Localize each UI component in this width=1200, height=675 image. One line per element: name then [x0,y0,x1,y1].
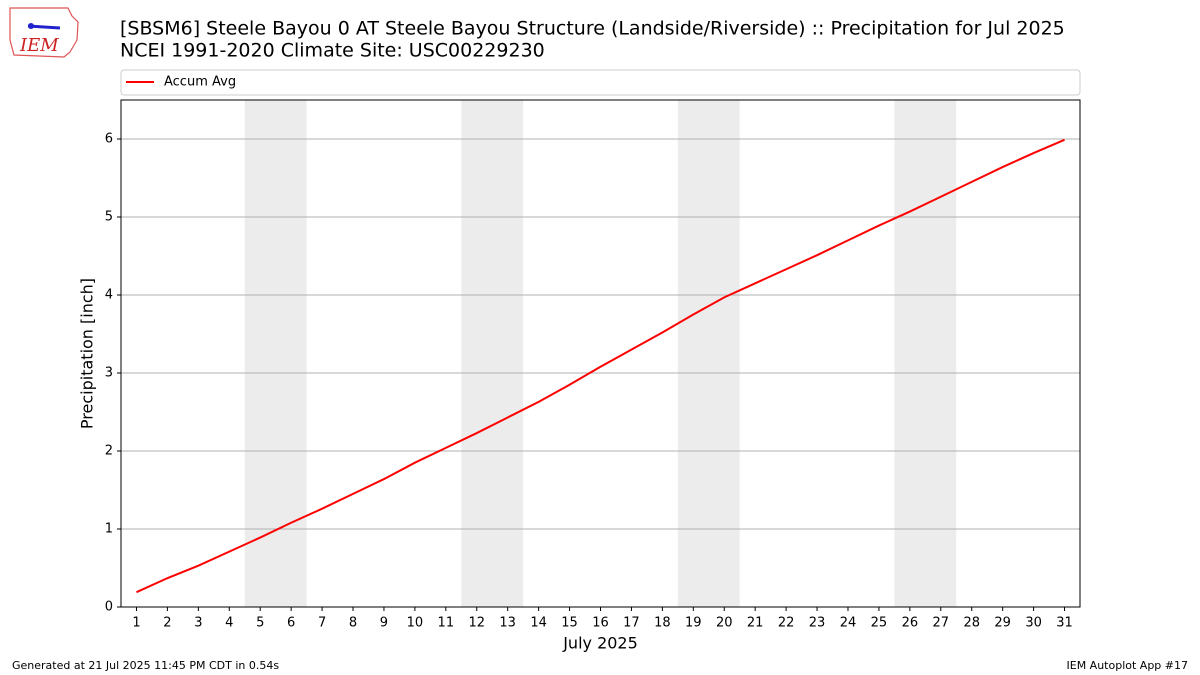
x-tick-label: 12 [468,616,485,631]
x-tick-label: 4 [225,616,233,631]
x-tick-label: 6 [287,616,295,631]
logo: IEM [9,7,79,58]
x-tick-label: 11 [438,616,455,631]
x-tick-label: 16 [592,616,609,631]
line-series [136,138,1065,594]
y-tick-label: 6 [105,132,113,147]
y-tick-label: 4 [105,288,113,303]
x-tick-label: 23 [809,616,826,631]
y-tick-label: 5 [105,210,113,225]
x-tick-label: 19 [685,616,702,631]
x-tick-label: 30 [1025,616,1042,631]
logo-outline [9,7,79,58]
x-tick-label: 3 [194,616,202,631]
x-tick-label: 20 [716,616,733,631]
x-tick-label: 21 [747,616,764,631]
x-tick-label: 18 [654,616,671,631]
plot-frame [120,99,1081,608]
x-tick-label: 1 [132,616,140,631]
chart-subtitle: NCEI 1991-2020 Climate Site: USC00229230 [120,40,545,62]
x-tick-label: 26 [902,616,919,631]
x-tick-label: 14 [530,616,547,631]
footer-left: Generated at 21 Jul 2025 11:45 PM CDT in… [12,659,279,672]
y-axis-label: Precipitation [inch] [78,278,97,429]
x-tick-label: 8 [349,616,357,631]
legend-box [120,69,1081,96]
x-tick-label: 17 [623,616,640,631]
x-tick-label: 27 [933,616,950,631]
footer-right: IEM Autoplot App #17 [1067,659,1189,672]
logo-icon [28,23,34,29]
weekend-band [461,100,524,607]
x-tick-label: 2 [163,616,171,631]
x-tick-label: 28 [963,616,980,631]
x-tick-label: 9 [380,616,388,631]
y-tick-label: 3 [105,366,113,381]
legend-label: Accum Avg [164,75,236,90]
x-tick-label: 13 [499,616,516,631]
chart-title: [SBSM6] Steele Bayou 0 AT Steele Bayou S… [120,18,1065,40]
x-tick-label: 5 [256,616,264,631]
x-tick-label: 22 [778,616,795,631]
weekend-band [894,100,957,607]
x-tick-label: 7 [318,616,326,631]
x-tick-label: 31 [1056,616,1073,631]
weekend-band [677,100,740,607]
y-tick-label: 2 [105,444,113,459]
logo-text: IEM [19,35,59,56]
weekend-band [244,100,307,607]
y-tick-label: 0 [105,600,113,615]
x-tick-label: 15 [561,616,578,631]
x-tick-label: 10 [407,616,424,631]
x-tick-label: 25 [871,616,888,631]
x-axis-label: July 2025 [562,634,638,653]
x-tick-label: 29 [994,616,1011,631]
y-tick-label: 1 [105,522,113,537]
x-tick-label: 24 [840,616,857,631]
